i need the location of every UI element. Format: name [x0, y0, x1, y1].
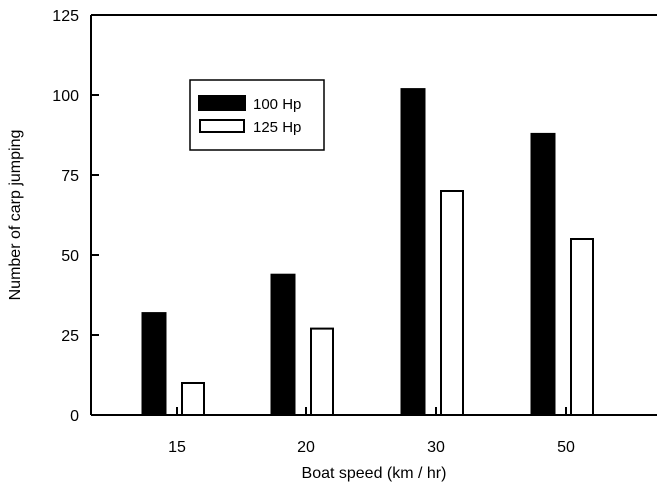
bar-100hp [270, 273, 296, 416]
bar-125hp [310, 327, 334, 417]
x-tick-label: 50 [557, 439, 575, 456]
bar-125hp [440, 190, 464, 416]
legend: 100 Hp 125 Hp [189, 79, 325, 151]
bar-100hp [400, 88, 426, 416]
legend-label-125hp: 125 Hp [253, 119, 301, 136]
bar-125hp [570, 238, 594, 416]
y-tick-label: 0 [70, 408, 79, 425]
x-axis-title: Boat speed (km / hr) [302, 465, 447, 482]
x-tick-label: 15 [168, 439, 186, 456]
legend-label-100hp: 100 Hp [253, 96, 301, 113]
legend-box [189, 79, 325, 151]
y-tick-label: 125 [52, 8, 79, 25]
x-tick-label: 20 [297, 439, 315, 456]
x-axis-ticks: 15 20 30 50 [168, 407, 575, 456]
y-tick-label: 75 [61, 168, 79, 185]
y-axis-ticks: 0 25 50 75 100 125 [52, 8, 99, 425]
legend-swatch-100hp [198, 95, 246, 111]
x-tick-label: 30 [427, 439, 445, 456]
y-axis-title: Number of carp jumping [7, 130, 24, 301]
bar-100hp [530, 132, 556, 416]
bar-100hp [141, 312, 167, 416]
legend-swatch-125hp [199, 119, 245, 133]
y-tick-label: 50 [61, 248, 79, 265]
y-tick-label: 25 [61, 328, 79, 345]
bar-125hp [181, 382, 205, 416]
bars [141, 88, 594, 417]
y-tick-label: 100 [52, 88, 79, 105]
